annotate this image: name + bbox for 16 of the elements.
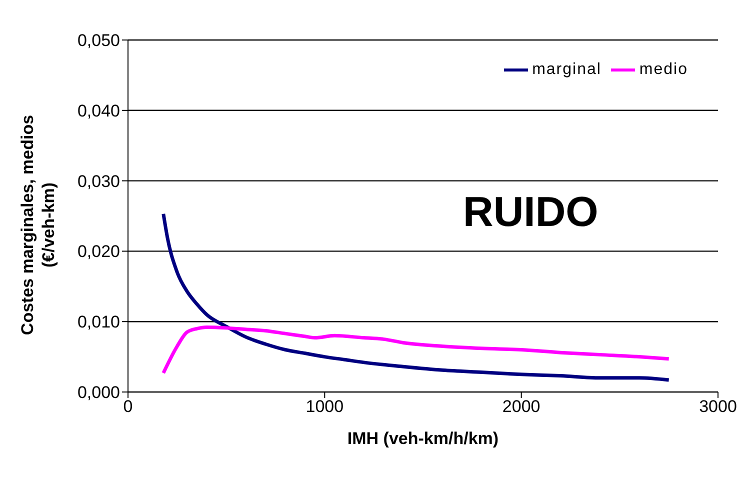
y-tick-label: 0,020 [77, 242, 120, 262]
x-axis-title: IMH (veh-km/h/km) [347, 429, 499, 448]
y-tick-label: 0,000 [77, 383, 120, 402]
annotation: RUIDO [463, 188, 598, 236]
y-tick-label: 0,010 [77, 312, 120, 332]
y-axis-title: Costes marginales, medios (€/veh-km) [18, 114, 58, 336]
legend-label: medio [639, 61, 688, 78]
y-tick-label: 0,030 [77, 172, 120, 191]
x-tick-label: 1000 [306, 397, 344, 416]
x-tick-label: 3000 [699, 397, 737, 416]
x-tick-label: 2000 [502, 397, 540, 416]
legend-label: marginal [532, 61, 602, 78]
line-series [162, 325, 671, 375]
y-tick-label: 0,050 [77, 31, 120, 50]
x-tick-label: 0 [123, 397, 133, 416]
y-tick-label: 0,040 [77, 101, 120, 120]
